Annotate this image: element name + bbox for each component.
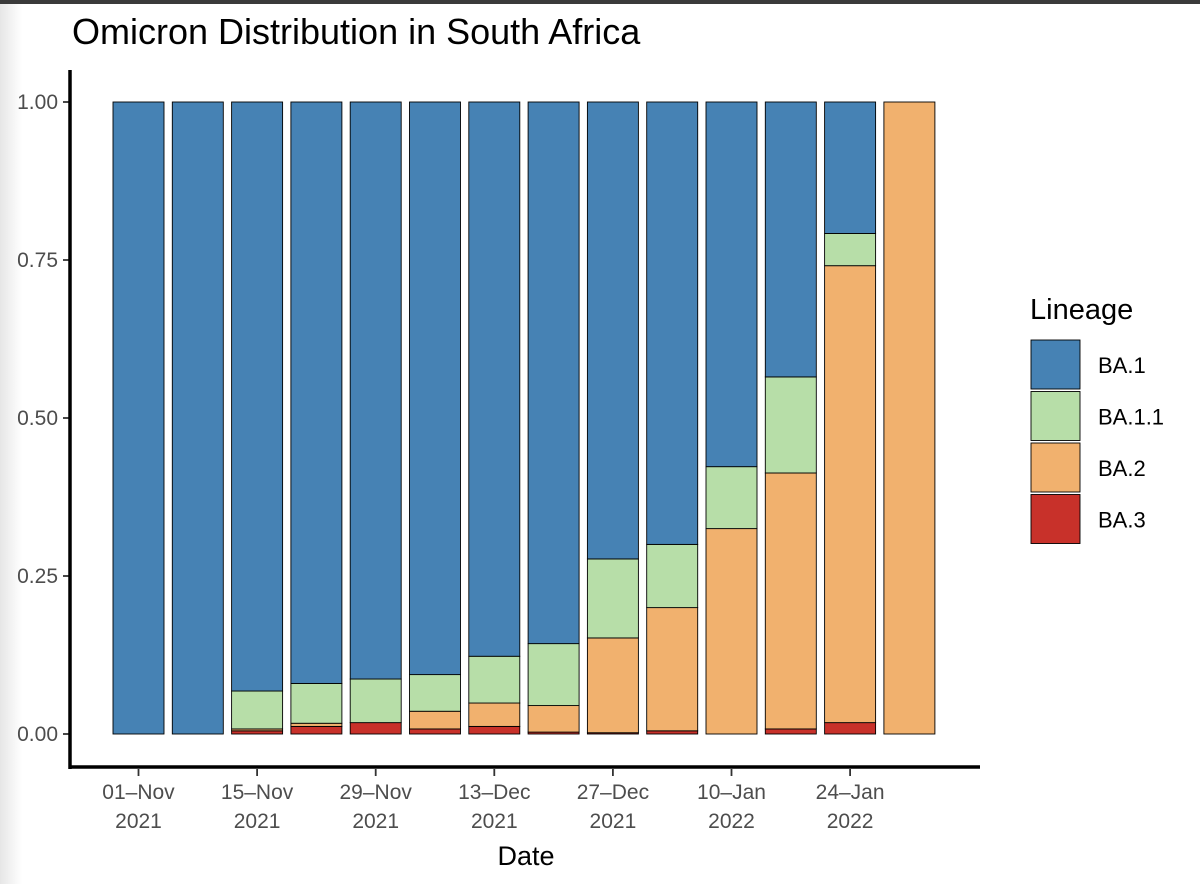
bar-segment-ba-1-2021-12-20 [527, 101, 580, 645]
x-tick-label-year: 2021 [471, 810, 518, 833]
x-tick-label-year: 2022 [827, 810, 874, 833]
y-tick-label: 0.50 [17, 407, 58, 430]
legend-label-ba-1: BA.1 [1098, 353, 1146, 378]
bar-segment-ba-2-2022-01-03 [646, 607, 699, 732]
bar-segment-ba-3-2021-11-22 [290, 725, 343, 735]
bar-segment-ba-1-1-2021-11-29 [349, 678, 402, 724]
y-axis-ticks: 0.00 0.25 0.50 0.75 1.00 [17, 91, 70, 746]
bar-segment-ba-2-2021-12-06 [409, 710, 461, 730]
bar-segment-ba-1-1-2022-01-24 [824, 233, 877, 267]
y-tick-label: 1.00 [17, 91, 58, 114]
bar-segment-ba-1-2021-11-29 [349, 101, 402, 680]
bar-segment-ba-1-2021-12-06 [409, 101, 461, 676]
bar-segment-ba-2-2021-12-13 [468, 702, 521, 727]
x-tick-label-date: 13–Dec [458, 781, 530, 804]
bar-segment-ba-1-2021-11-15 [231, 101, 284, 692]
bar-segment-ba-1-2022-01-03 [646, 101, 699, 545]
bar-segment-ba-1-1-2021-12-20 [527, 643, 580, 707]
legend-key-ba-3 [1030, 494, 1081, 544]
bar-segment-ba-2-2021-12-20 [527, 705, 580, 733]
bar-segment-ba-3-2021-11-15 [231, 730, 284, 735]
x-tick-label-date: 27–Dec [577, 781, 649, 804]
bar-segment-ba-1-2022-01-10 [705, 101, 758, 468]
bar-segment-ba-1-1-2021-12-13 [468, 655, 521, 704]
y-tick-label: 0.25 [17, 565, 58, 588]
bar-segment-ba-1-1-2021-12-27 [586, 558, 639, 639]
legend-key-ba-1 [1030, 339, 1081, 390]
bar-segment-ba-3-2022-01-03 [646, 730, 699, 735]
x-tick-label-year: 2021 [352, 810, 399, 833]
legend-key-ba-1-1 [1030, 391, 1081, 441]
x-tick-label-year: 2021 [115, 810, 162, 833]
x-tick-label-date: 10–Jan [697, 781, 766, 804]
bar-segment-ba-1-2021-11-22 [290, 101, 343, 684]
bar-segment-ba-2-2022-01-10 [705, 528, 758, 735]
bar-segment-ba-1-2022-01-24 [824, 101, 877, 234]
bar-segment-ba-1-2021-12-13 [468, 101, 521, 657]
y-tick-label: 0.00 [17, 723, 58, 746]
y-tick-label: 0.75 [17, 249, 58, 272]
bar-segment-ba-3-2022-01-17 [764, 728, 817, 735]
bar-segment-ba-2-2022-01-17 [764, 472, 817, 730]
x-axis-title: Date [497, 841, 554, 871]
x-tick-label-date: 15–Nov [221, 781, 294, 804]
x-tick-label-year: 2021 [234, 810, 281, 833]
bar-segment-ba-1-1-2021-11-22 [290, 682, 343, 724]
bar-segment-ba-3-2022-01-24 [824, 722, 877, 735]
x-tick-label-date: 29–Nov [340, 781, 413, 804]
bar-segment-ba-1-1-2022-01-03 [646, 543, 699, 609]
bar-segment-ba-3-2021-11-29 [349, 722, 402, 735]
bar-segment-ba-1-1-2022-01-17 [764, 376, 817, 474]
x-tick-label-date: 24–Jan [816, 781, 885, 804]
legend-title: Lineage [1030, 294, 1133, 326]
bar-segment-ba-1-2022-01-17 [764, 101, 817, 378]
x-tick-label-year: 2022 [708, 810, 755, 833]
bar-segment-ba-1-1-2021-11-15 [231, 690, 284, 730]
plot-area [112, 101, 936, 735]
x-tick-label-date: 01–Nov [102, 781, 175, 804]
bar-segment-ba-2-2021-12-27 [586, 637, 639, 734]
bar-segment-ba-1-2021-11-08 [171, 101, 224, 735]
bar-segment-ba-1-1-2022-01-10 [705, 466, 758, 530]
legend-label-ba-3: BA.3 [1098, 508, 1146, 533]
bar-segment-ba-3-2021-12-13 [468, 725, 521, 735]
bar-segment-ba-1-2021-12-27 [586, 101, 639, 560]
bar-segment-ba-1-2021-11-01 [112, 101, 165, 735]
x-axis-ticks: 01–Nov 2021 15–Nov 2021 29–Nov 2021 13–Dec 2021… [102, 769, 885, 833]
bar-segment-ba-2-2021-11-22 [290, 722, 343, 727]
chart-title: Omicron Distribution in South Africa [72, 11, 641, 52]
legend-label-ba-1-1: BA.1.1 [1098, 405, 1164, 430]
legend: Lineage BA.1 BA.1.1 BA.2 BA.3 [1030, 294, 1164, 544]
legend-label-ba-2: BA.2 [1098, 456, 1146, 481]
x-tick-label-year: 2021 [590, 810, 637, 833]
bar-segment-ba-2-2022-01-24 [824, 265, 877, 724]
bar-segment-ba-2-2022-01-31 [883, 101, 936, 735]
legend-key-ba-2 [1030, 442, 1081, 493]
bar-segment-ba-1-1-2021-12-06 [409, 674, 461, 712]
top-border [0, 0, 1200, 4]
bar-segment-ba-3-2021-12-06 [409, 728, 461, 735]
left-edge-shadow [0, 4, 22, 884]
